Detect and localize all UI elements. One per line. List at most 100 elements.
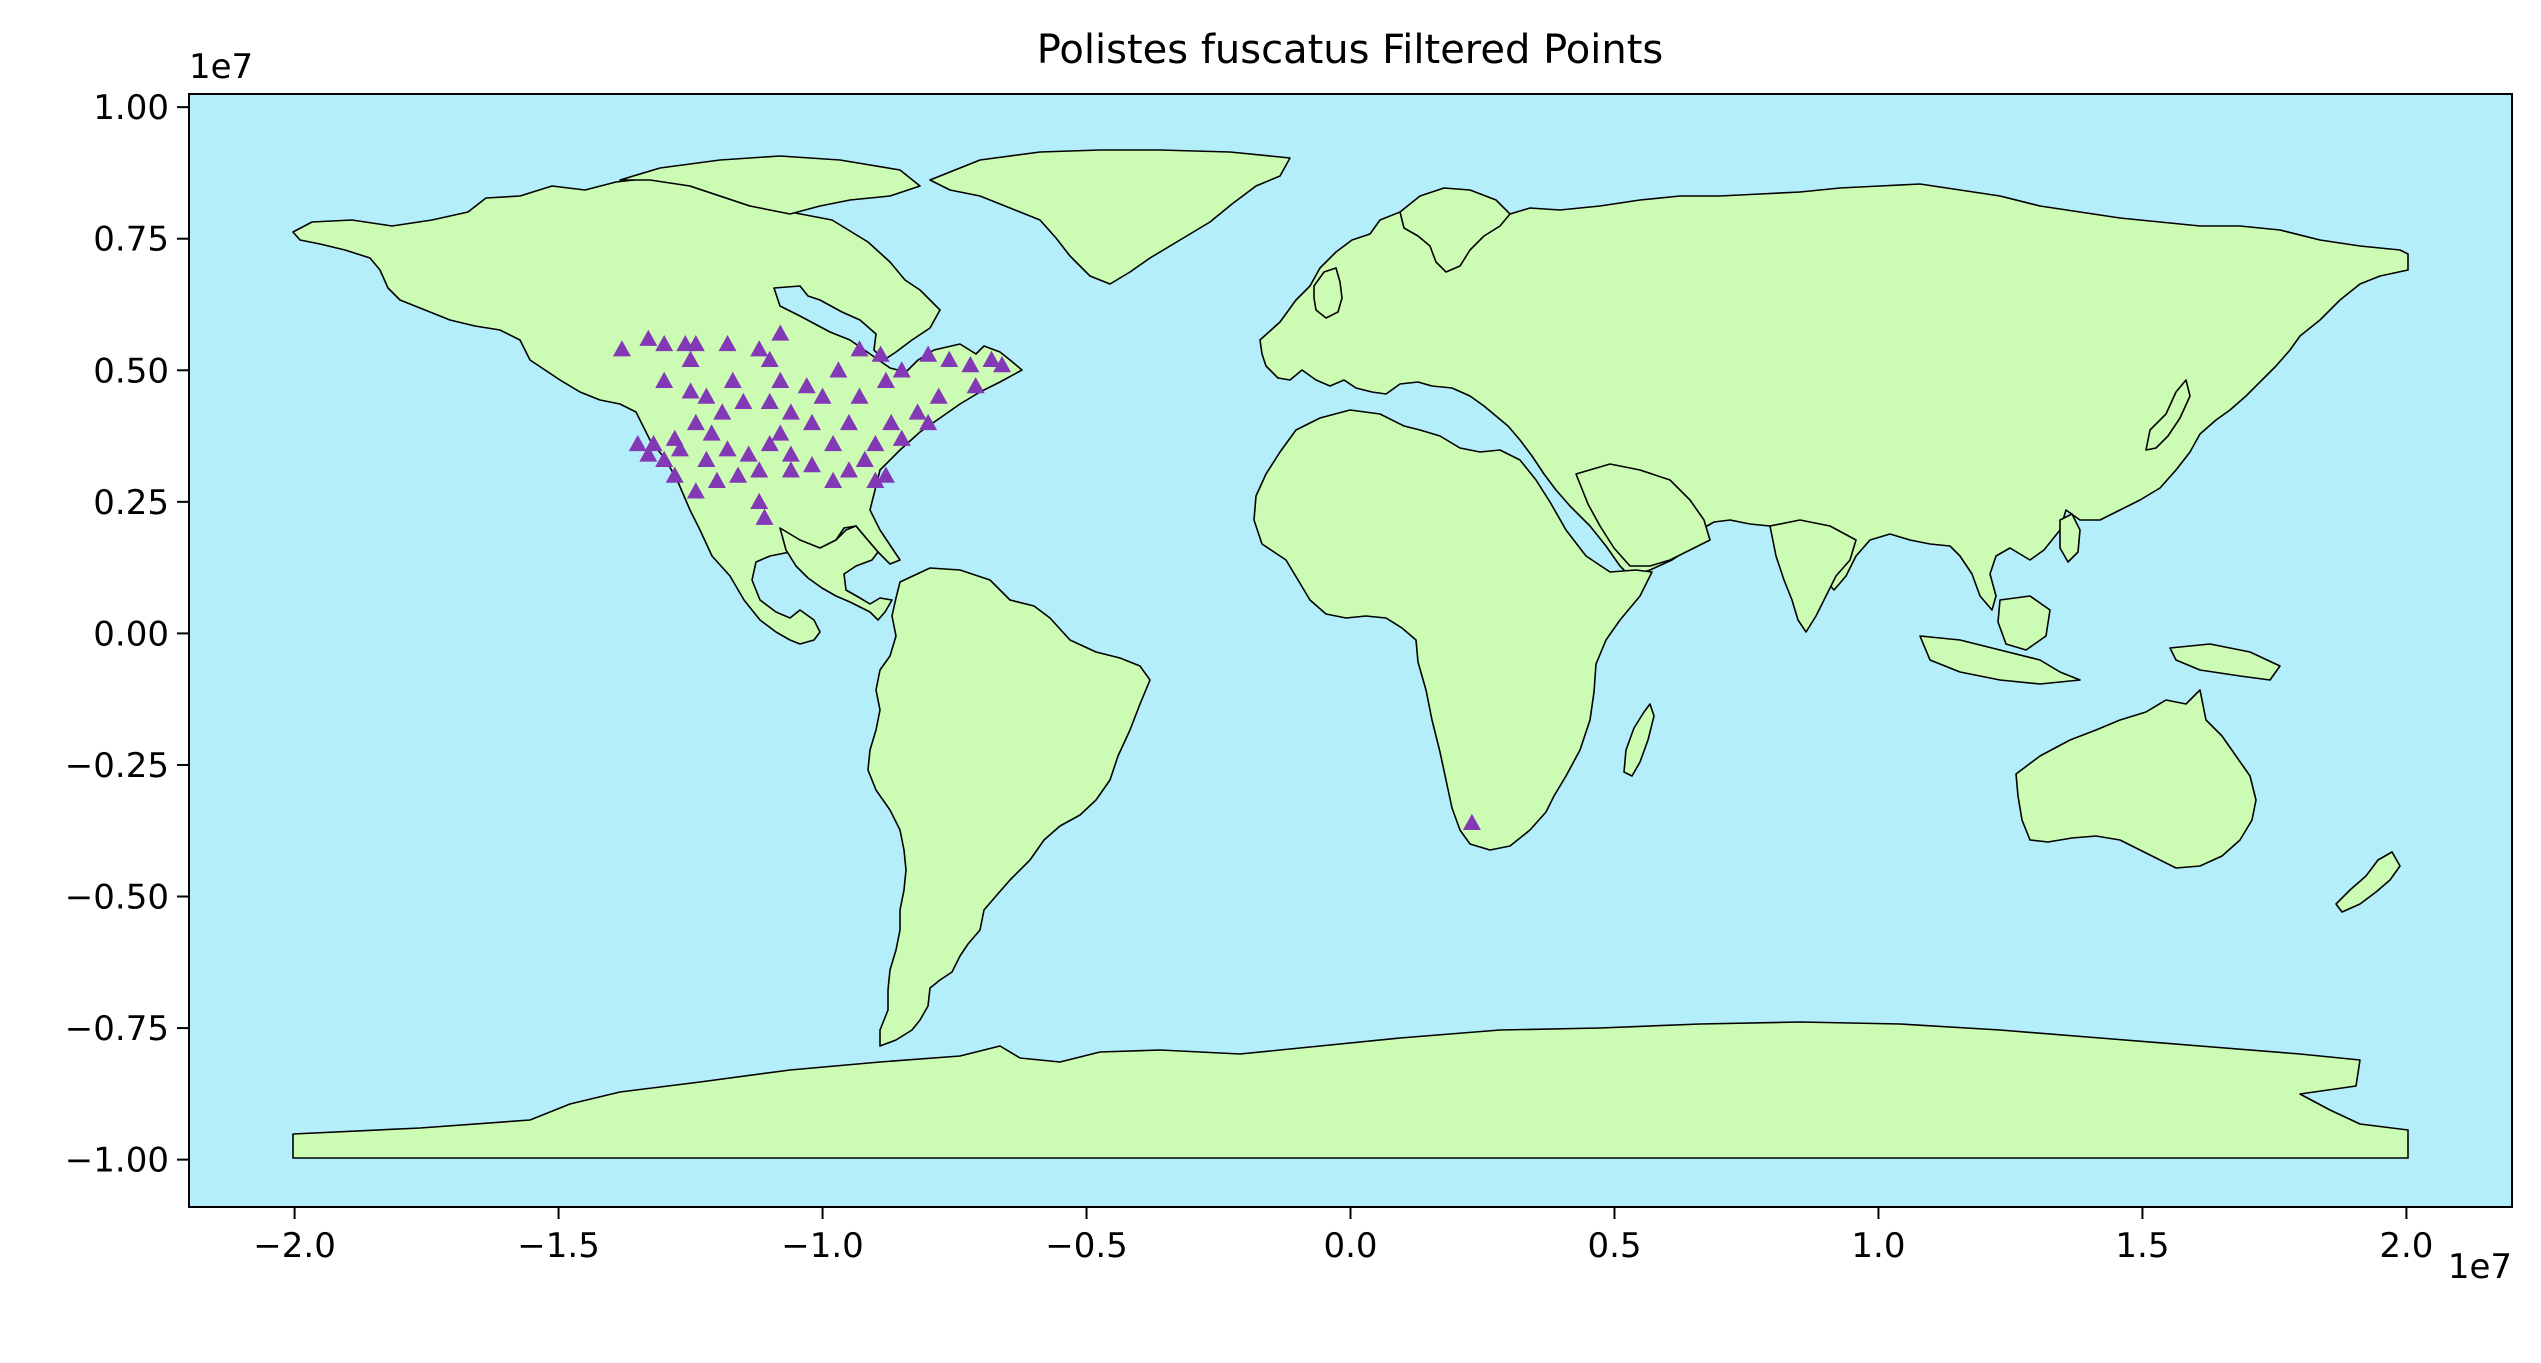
occurrence-point: [665, 466, 684, 483]
x-tick-label: 0.0: [1323, 1226, 1377, 1266]
occurrence-point: [882, 413, 901, 431]
y-offset-label: 1e7: [189, 47, 253, 87]
occurrence-point: [686, 482, 705, 499]
y-tick-label: 0.50: [93, 351, 169, 391]
occurrence-point: [961, 356, 980, 373]
borneo-shape: [1997, 595, 2051, 651]
occurrence-point: [681, 382, 700, 399]
uk-shape: [1313, 267, 1343, 319]
occurrence-point: [718, 334, 737, 352]
occurrence-point: [686, 334, 705, 352]
occurrence-point: [750, 461, 769, 478]
europe-asia-shape: [1259, 183, 2409, 611]
occurrence-point: [734, 392, 753, 410]
x-offset-label: 1e7: [2448, 1247, 2512, 1287]
y-tick-label: −1.00: [65, 1141, 169, 1181]
occurrence-point: [802, 413, 821, 431]
occurrence-point: [982, 350, 1001, 367]
occurrence-point: [707, 471, 726, 488]
x-tick-label: 1.0: [1851, 1226, 1905, 1266]
occurrence-point: [723, 371, 742, 389]
occurrence-point: [729, 466, 748, 483]
occurrence-point: [876, 371, 895, 389]
y-tick-label: −0.75: [65, 1009, 169, 1049]
japan-shape: [2145, 379, 2191, 451]
occurrence-point: [850, 387, 869, 404]
occurrence-point: [718, 440, 737, 457]
new-guinea-shape: [2169, 643, 2281, 681]
occurrence-point: [850, 340, 869, 357]
occurrence-point: [739, 445, 758, 462]
africa-shape: [1253, 409, 1653, 851]
scandinavia-shape: [1399, 187, 1511, 273]
occurrence-point: [760, 350, 779, 367]
new-zealand-shape: [2335, 851, 2401, 913]
occurrence-point: [908, 403, 927, 420]
x-axis: −2.0 −1.5 −1.0 −0.5 0.0 0.5 1.0 1.5 2.0: [253, 1207, 2433, 1266]
y-tick-label: −0.50: [65, 878, 169, 918]
occurrence-point: [919, 413, 938, 431]
occurrence-point: [771, 424, 790, 441]
occurrence-point: [760, 434, 779, 452]
occurrence-point: [797, 377, 816, 394]
occurrence-point: [612, 340, 631, 357]
occurrence-point: [655, 450, 674, 467]
occurrence-point: [771, 371, 790, 389]
occurrence-point: [966, 377, 985, 394]
x-tick-label: −1.5: [517, 1226, 600, 1266]
australia-shape: [2015, 689, 2257, 869]
greenland-shape: [929, 149, 1291, 285]
occurrence-point: [919, 345, 938, 362]
y-axis: 1.00 0.75 0.50 0.25 0.00 −0.25 −0.50 −0.75 −1.00: [65, 88, 189, 1181]
southeast-asia-islands-shape: [1919, 635, 2081, 685]
occurrence-point: [697, 450, 716, 467]
chart-title: Polistes fuscatus Filtered Points: [1037, 27, 1664, 73]
x-tick-label: −0.5: [1045, 1226, 1128, 1266]
x-tick-label: 1.5: [2115, 1226, 2169, 1266]
x-tick-label: −1.0: [781, 1226, 864, 1266]
occurrence-point: [839, 413, 858, 431]
south-america-shape: [867, 567, 1151, 1047]
x-tick-label: 2.0: [2379, 1226, 2433, 1266]
occurrence-point: [760, 392, 779, 410]
antarctica-shape: [292, 1021, 2409, 1159]
occurrence-point: [871, 345, 890, 362]
occurrence-point: [681, 350, 700, 367]
y-tick-label: −0.25: [65, 746, 169, 786]
india-shape: [1769, 519, 1857, 633]
occurrence-point: [855, 450, 874, 467]
central-america-shape: [779, 525, 893, 621]
y-tick-label: 0.25: [93, 483, 169, 523]
occurrence-point: [892, 361, 911, 378]
occurrence-point: [771, 324, 790, 341]
occurrence-point: [697, 387, 716, 404]
occurrence-point: [876, 466, 895, 483]
occurrence-point: [655, 334, 674, 352]
occurrence-point: [1462, 813, 1481, 831]
occurrence-point: [940, 350, 959, 367]
occurrence-point: [628, 434, 647, 452]
occurrence-point: [993, 356, 1012, 373]
occurrence-point: [713, 403, 732, 420]
occurrence-points: [612, 324, 1481, 831]
occurrence-point: [750, 492, 769, 510]
occurrence-point: [755, 508, 774, 525]
occurrence-point: [824, 434, 843, 452]
occurrence-point: [702, 424, 721, 441]
occurrence-point: [639, 329, 658, 346]
occurrence-point: [813, 387, 832, 404]
x-tick-label: −2.0: [253, 1226, 336, 1266]
occurrence-point: [839, 461, 858, 478]
occurrence-point: [929, 387, 948, 404]
occurrence-point: [802, 456, 821, 473]
arctic-islands-shape: [619, 155, 921, 215]
arabia-shape: [1575, 463, 1711, 567]
occurrence-point: [781, 461, 800, 478]
y-tick-label: 0.75: [93, 220, 169, 260]
occurrence-point: [750, 340, 769, 357]
philippines-shape: [2059, 513, 2081, 563]
madagascar-shape: [1623, 703, 1655, 777]
occurrence-point: [670, 440, 689, 457]
occurrence-point: [781, 403, 800, 420]
